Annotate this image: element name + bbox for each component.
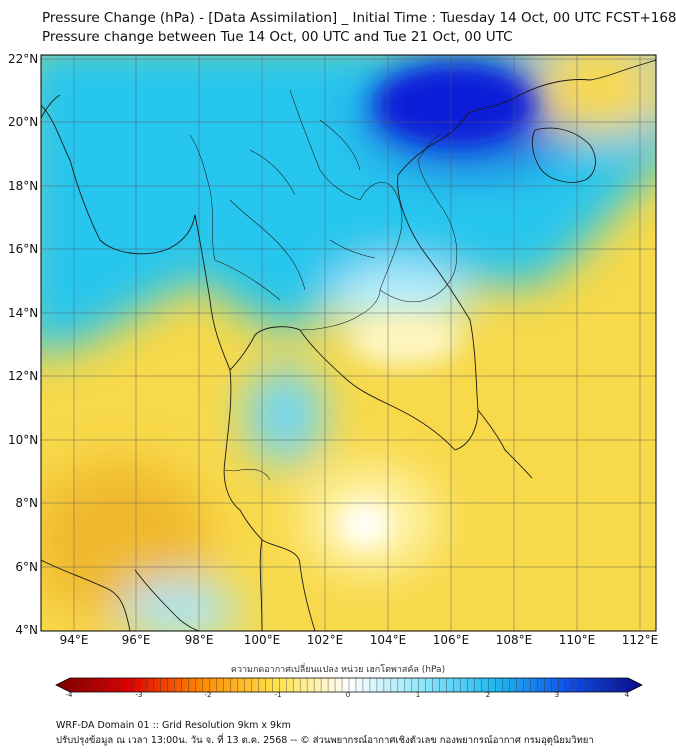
colorbar-tick-minus4: -4 [65,691,73,699]
lat-label-18n: 18°N [8,179,39,193]
lon-label-104e: 104°E [369,633,407,647]
colorbar-tick-4: 4 [624,691,630,699]
colorbar [55,677,643,693]
footer-model-info: WRF-DA Domain 01 :: Grid Resolution 9km … [56,720,291,731]
lat-label-20n: 20°N [8,115,39,129]
chart-title: Pressure Change (hPa) - [Data Assimilati… [42,10,676,26]
field-strong-rise [375,65,535,145]
lat-label-14n: 14°N [8,306,39,320]
colorbar-ticklines [76,678,622,692]
lon-label-106e: 106°E [432,633,470,647]
chart-subtitle: Pressure change between Tue 14 Oct, 00 U… [42,29,513,45]
colorbar-tick-minus3: -3 [135,691,143,699]
lat-label-4n: 4°N [15,623,38,637]
field-rise-sumatra [120,580,240,631]
field-neutral-spot [340,503,390,547]
lat-label-12n: 12°N [8,369,39,383]
lon-label-102e: 102°E [306,633,344,647]
lon-label-110e: 110°E [558,633,596,647]
colorbar-title: ความกดอากาศเปลี่ยนแปลง หน่วย เฮกโตพาสคัล… [230,665,446,675]
field-fall-west [41,460,210,620]
graticule [41,55,656,631]
colorbar-tick-2: 2 [485,691,491,699]
colorbar-tick-1: 1 [415,691,421,699]
lat-label-8n: 8°N [15,496,38,510]
pressure-change-map [40,54,657,632]
map-frame [40,54,657,632]
coastlines [41,59,656,631]
pressure-field [41,55,656,631]
lat-label-16n: 16°N [8,242,39,256]
colorbar-tick-3: 3 [554,691,560,699]
lon-label-98e: 98°E [184,633,214,647]
field-fall-northeast [530,55,656,135]
lon-label-112e: 112°E [621,633,659,647]
borders [189,89,458,481]
lat-label-22n: 22°N [8,52,39,66]
field-slight-fall-cambodia [350,315,460,365]
colorbar-tick-minus2: -2 [204,691,212,699]
lat-label-10n: 10°N [8,433,39,447]
lon-label-94e: 94°E [59,633,89,647]
lon-label-96e: 96°E [121,633,151,647]
colorbar-tick-minus1: -1 [274,691,282,699]
footer-credit: ปรับปรุงข้อมูล ณ เวลา 13:00น. วัน จ. ที่… [56,735,594,746]
colorbar-tick-0: 0 [345,691,351,699]
lat-label-6n: 6°N [15,560,38,574]
lon-label-100e: 100°E [243,633,281,647]
lon-label-108e: 108°E [495,633,533,647]
field-rise-gulf [245,365,325,465]
